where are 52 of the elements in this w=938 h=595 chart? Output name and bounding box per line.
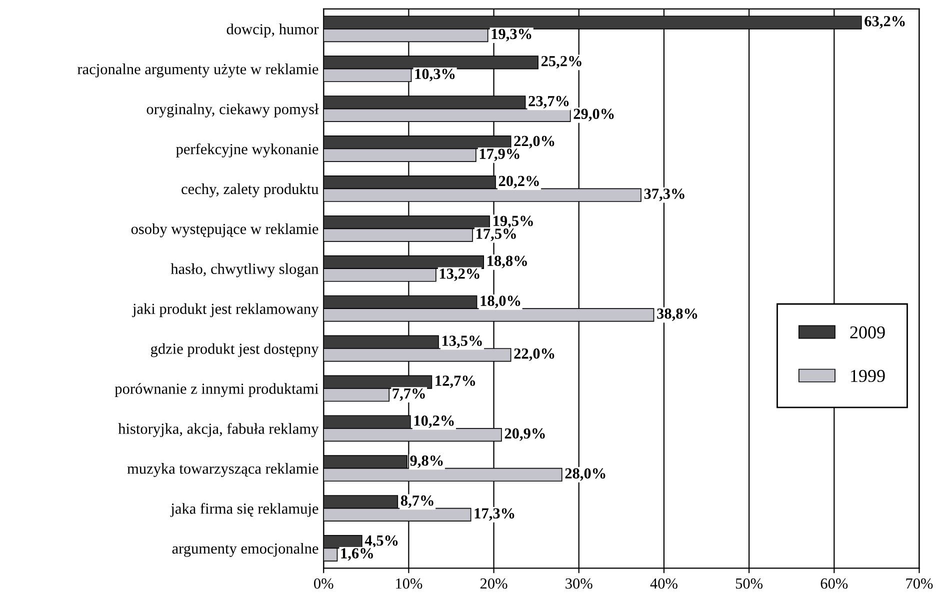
data-label: 29,0% [574,108,614,122]
y-tick-label: cechy, zalety produktu [182,183,318,198]
y-tick-label: dowcip, humor [226,24,319,38]
data-label: 8,7% [400,495,434,508]
data-label: 20,9% [504,428,545,441]
data-label: 1,6% [341,548,373,561]
y-tick-label: gdzie produkt jest dostępny [150,343,319,358]
x-tick-label: 30% [566,578,592,589]
y-tick-label: jaka firma się reklamuje [170,502,318,517]
data-label: 7,7% [392,388,425,401]
data-label: 22,0% [514,136,554,148]
x-tick-label: 10% [396,578,422,589]
data-label: 4,5% [364,535,398,548]
legend-label: 2009 [850,326,885,338]
y-tick-label: perfekcyjne wykonanie [176,143,318,158]
data-label: 19,3% [492,28,532,42]
data-label: 9,8% [410,455,443,468]
x-tick-label: 0% [314,578,334,589]
y-tick-label: osoby występujące w reklamie [131,223,318,238]
y-tick-label: oryginalny, ciekawy pomysł [146,104,319,118]
y-tick-label: jaki produkt jest reklamowany [132,303,319,318]
data-label: 25,2% [541,56,582,68]
x-tick-label: 70% [906,578,933,589]
data-label: 18,8% [488,256,527,268]
y-tick-label: historyjka, akcja, fabuła reklamy [118,423,319,438]
data-label: 18,0% [480,296,520,308]
data-label: 22,0% [514,348,554,361]
x-tick-label: 40% [650,578,678,589]
data-label: 17,9% [480,148,520,162]
data-label: 19,5% [494,216,533,228]
y-tick-label: porównanie z innymi produktami [114,383,318,398]
data-label: 17,3% [474,508,514,521]
y-tick-label: racjonalne argumenty użyte w reklamie [78,64,318,78]
data-label: 20,2% [498,176,539,188]
data-label: 63,2% [864,16,905,29]
data-label: 28,0% [565,468,606,481]
x-tick-label: 60% [820,578,848,589]
x-tick-label: 20% [480,578,508,589]
x-tick-label: 50% [736,578,763,589]
data-label: 17,5% [476,228,516,242]
y-tick-label: hasło, chwytliwy slogan [170,263,319,278]
y-tick-label: argumenty emocjonalne [172,542,318,557]
data-label: 13,5% [442,336,482,348]
data-label: 23,7% [528,96,569,108]
legend-label: 1999 [851,370,885,382]
data-label: 12,7% [436,376,476,388]
data-label: 10,3% [415,68,455,82]
data-label: 10,2% [414,416,454,428]
data-label: 37,3% [644,188,684,202]
y-tick-label: muzyka towarzysząca reklamie [127,463,318,477]
data-label: 38,8% [657,308,698,321]
data-label: 13,2% [440,268,480,282]
